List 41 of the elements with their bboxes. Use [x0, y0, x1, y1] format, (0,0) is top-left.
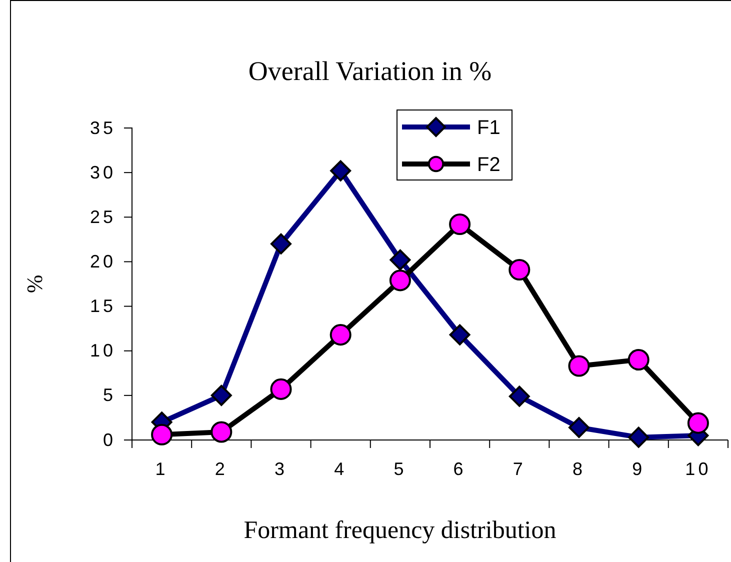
y-tick-label: 30 [90, 162, 116, 182]
point [449, 324, 470, 346]
y-tick-label: 0 [102, 430, 116, 450]
x-tick-label: 4 [334, 458, 348, 479]
x-axis-title: Formant frequency distribution [244, 517, 557, 544]
y-axis-title: % [22, 274, 47, 294]
point [330, 324, 352, 346]
point [568, 355, 590, 377]
legend-label: F2 [477, 154, 500, 176]
y-tick-label: 35 [90, 118, 116, 138]
point [210, 421, 232, 443]
y-tick-label: 25 [90, 206, 116, 227]
x-tick-label: 3 [274, 458, 288, 479]
point [389, 270, 411, 292]
point [270, 378, 292, 400]
point [449, 214, 471, 236]
point [508, 386, 530, 407]
y-tick-label: 20 [90, 251, 116, 272]
x-tick-label: 2 [214, 458, 228, 479]
legend-label: F1 [477, 117, 500, 139]
x-tick-label: 9 [632, 458, 646, 479]
y-tick-label: 5 [102, 385, 116, 406]
point [628, 426, 650, 448]
chart-title: Overall Variation in % [248, 56, 492, 86]
x-tick-label: 6 [453, 458, 466, 479]
x-tick-label: 7 [512, 458, 526, 479]
point [568, 417, 590, 438]
point [628, 349, 650, 371]
y-tick-label: 10 [90, 340, 116, 361]
point [210, 384, 232, 406]
x-tick-label: 1 [155, 458, 168, 479]
point [151, 424, 173, 446]
point [687, 412, 709, 434]
y-tick-label: 15 [90, 296, 116, 316]
point [270, 233, 292, 254]
x-tick-label: 10 [685, 458, 712, 479]
point [330, 160, 352, 182]
point [390, 249, 411, 270]
x-tick-label: 5 [394, 458, 407, 479]
x-tick-label: 8 [572, 458, 586, 479]
point [508, 258, 530, 280]
